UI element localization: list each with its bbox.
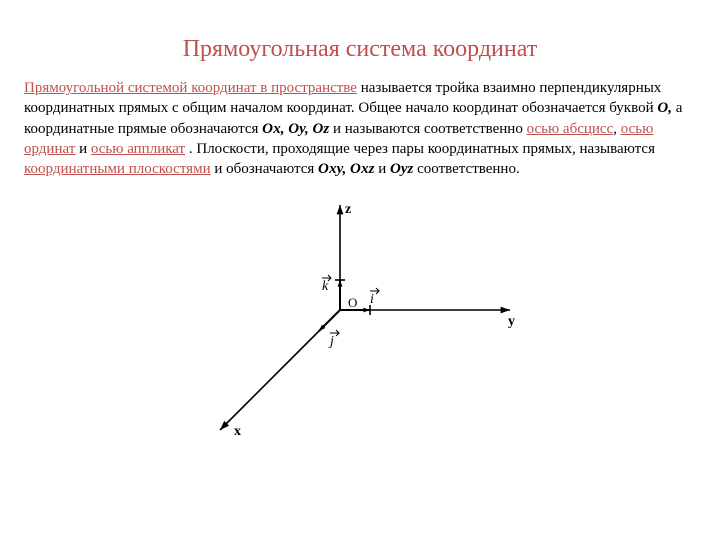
svg-text:j: j bbox=[328, 334, 334, 349]
coordinate-diagram: z y x Ok i j bbox=[24, 195, 696, 475]
svg-text:O: O bbox=[348, 295, 357, 310]
page-title: Прямоугольная система координат bbox=[24, 36, 696, 63]
svg-text:x: x bbox=[234, 424, 241, 439]
svg-text:y: y bbox=[508, 314, 515, 329]
svg-text:z: z bbox=[345, 202, 351, 217]
svg-text:k: k bbox=[322, 279, 329, 294]
definition-paragraph: Прямоугольной системой координат в прост… bbox=[24, 78, 696, 179]
svg-text:i: i bbox=[370, 292, 374, 307]
